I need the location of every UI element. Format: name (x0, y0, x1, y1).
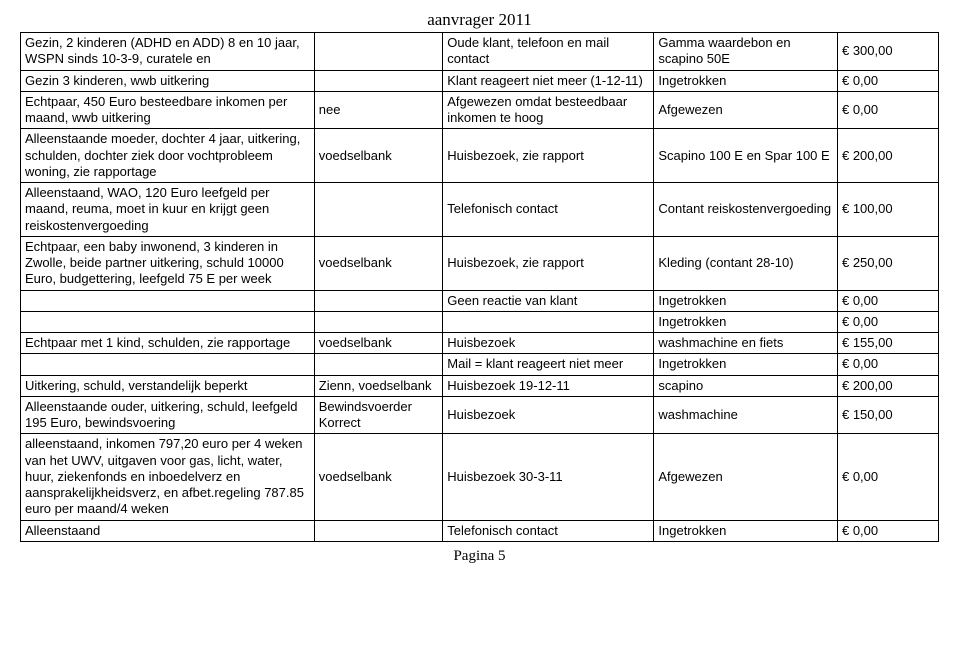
table-cell: Klant reageert niet meer (1-12-11) (443, 70, 654, 91)
table-cell: scapino (654, 375, 838, 396)
table-cell (314, 290, 443, 311)
table-cell: Afgewezen (654, 91, 838, 129)
table-cell: Scapino 100 E en Spar 100 E (654, 129, 838, 183)
table-cell: Huisbezoek (443, 333, 654, 354)
data-table: Gezin, 2 kinderen (ADHD en ADD) 8 en 10 … (20, 32, 939, 542)
table-row: Uitkering, schuld, verstandelijk beperkt… (21, 375, 939, 396)
table-cell: € 200,00 (837, 375, 938, 396)
table-cell: Oude klant, telefoon en mail contact (443, 33, 654, 71)
table-row: Alleenstaand, WAO, 120 Euro leefgeld per… (21, 183, 939, 237)
table-cell: € 0,00 (837, 91, 938, 129)
table-cell: Ingetrokken (654, 354, 838, 375)
table-cell: washmachine (654, 396, 838, 434)
table-cell: washmachine en fiets (654, 333, 838, 354)
table-row: Gezin 3 kinderen, wwb uitkering Klant rea… (21, 70, 939, 91)
table-row: alleenstaand, inkomen 797,20 euro per 4 … (21, 434, 939, 520)
table-cell (314, 70, 443, 91)
table-cell: € 0,00 (837, 311, 938, 332)
table-cell: Afgewezen omdat besteedbaar inkomen te h… (443, 91, 654, 129)
table-cell: voedselbank (314, 236, 443, 290)
page-footer: Pagina 5 (20, 548, 939, 565)
table-cell: voedselbank (314, 434, 443, 520)
table-cell: € 0,00 (837, 290, 938, 311)
table-cell: Alleenstaande ouder, uitkering, schuld, … (21, 396, 315, 434)
table-cell: € 150,00 (837, 396, 938, 434)
table-cell: Alleenstaand, WAO, 120 Euro leefgeld per… (21, 183, 315, 237)
table-cell (314, 520, 443, 541)
table-cell: € 0,00 (837, 520, 938, 541)
table-cell: voedselbank (314, 129, 443, 183)
table-row: Echtpaar, een baby inwonend, 3 kinderen … (21, 236, 939, 290)
table-cell: Uitkering, schuld, verstandelijk beperkt (21, 375, 315, 396)
table-cell: € 200,00 (837, 129, 938, 183)
table-cell (314, 33, 443, 71)
table-cell (21, 290, 315, 311)
table-cell: Echtpaar, 450 Euro besteedbare inkomen p… (21, 91, 315, 129)
table-cell (21, 311, 315, 332)
table-cell: Telefonisch contact (443, 183, 654, 237)
table-cell: Echtpaar, een baby inwonend, 3 kinderen … (21, 236, 315, 290)
table-cell: Alleenstaand (21, 520, 315, 541)
table-cell: Bewindsvoerder Korrect (314, 396, 443, 434)
table-cell: Ingetrokken (654, 520, 838, 541)
table-cell: Zienn, voedselbank (314, 375, 443, 396)
table-cell: Alleenstaande moeder, dochter 4 jaar, ui… (21, 129, 315, 183)
table-cell: Huisbezoek, zie rapport (443, 129, 654, 183)
table-cell: nee (314, 91, 443, 129)
table-cell: € 0,00 (837, 434, 938, 520)
table-cell: Echtpaar met 1 kind, schulden, zie rappo… (21, 333, 315, 354)
table-cell: Gamma waardebon en scapino 50E (654, 33, 838, 71)
table-cell: Gezin, 2 kinderen (ADHD en ADD) 8 en 10 … (21, 33, 315, 71)
table-row: Alleenstaande moeder, dochter 4 jaar, ui… (21, 129, 939, 183)
table-row: Alleenstaande ouder, uitkering, schuld, … (21, 396, 939, 434)
table-cell (314, 354, 443, 375)
table-row: Gezin, 2 kinderen (ADHD en ADD) 8 en 10 … (21, 33, 939, 71)
table-row: Ingetrokken€ 0,00 (21, 311, 939, 332)
table-cell: € 0,00 (837, 354, 938, 375)
table-cell: Huisbezoek, zie rapport (443, 236, 654, 290)
table-cell: Contant reiskostenvergoeding (654, 183, 838, 237)
table-cell: Geen reactie van klant (443, 290, 654, 311)
table-cell: € 0,00 (837, 70, 938, 91)
page-header: aanvrager 2011 (20, 10, 939, 30)
table-row: Alleenstaand Telefonisch contactIngetrokk… (21, 520, 939, 541)
table-cell: Huisbezoek (443, 396, 654, 434)
table-cell (443, 311, 654, 332)
table-cell: Ingetrokken (654, 311, 838, 332)
table-cell: Kleding (contant 28-10) (654, 236, 838, 290)
table-cell (314, 183, 443, 237)
table-cell (314, 311, 443, 332)
table-cell: € 250,00 (837, 236, 938, 290)
table-cell: alleenstaand, inkomen 797,20 euro per 4 … (21, 434, 315, 520)
table-cell: Huisbezoek 30-3-11 (443, 434, 654, 520)
table-cell: € 300,00 (837, 33, 938, 71)
table-cell: Ingetrokken (654, 290, 838, 311)
table-cell: Telefonisch contact (443, 520, 654, 541)
table-row: Echtpaar, 450 Euro besteedbare inkomen p… (21, 91, 939, 129)
table-cell: voedselbank (314, 333, 443, 354)
table-cell (21, 354, 315, 375)
table-cell: Ingetrokken (654, 70, 838, 91)
table-cell: Gezin 3 kinderen, wwb uitkering (21, 70, 315, 91)
table-row: Echtpaar met 1 kind, schulden, zie rappo… (21, 333, 939, 354)
table-row: Mail = klant reageert niet meerIngetrokk… (21, 354, 939, 375)
table-row: Geen reactie van klantIngetrokken€ 0,00 (21, 290, 939, 311)
table-cell: Mail = klant reageert niet meer (443, 354, 654, 375)
table-cell: Huisbezoek 19-12-11 (443, 375, 654, 396)
table-cell: Afgewezen (654, 434, 838, 520)
table-cell: € 155,00 (837, 333, 938, 354)
table-cell: € 100,00 (837, 183, 938, 237)
